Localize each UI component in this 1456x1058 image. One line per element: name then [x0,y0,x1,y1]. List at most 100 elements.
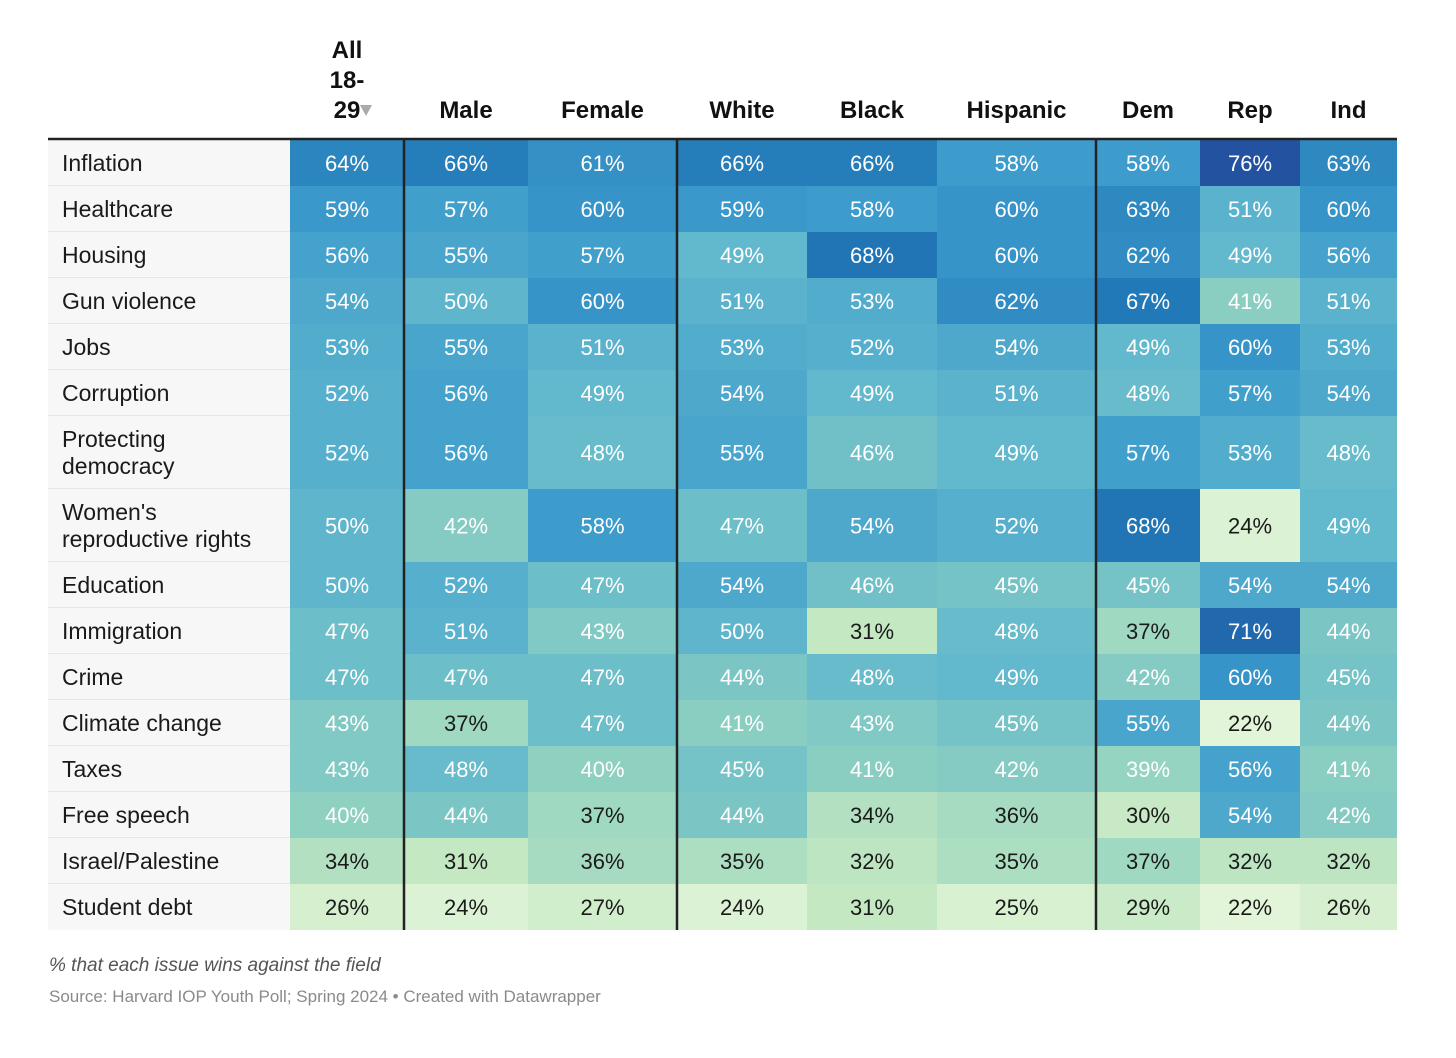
cell-value-label: 52% [325,381,369,406]
heatmap-cell [807,746,937,792]
row-label: Protecting democracy [62,426,175,479]
cell-value-label: 49% [1228,243,1272,268]
heatmap-cell [677,884,807,930]
cell-value-label: 24% [1228,514,1272,539]
heatmap-cell [1300,700,1397,746]
cell-value-label: 68% [850,243,894,268]
column-header-1[interactable]: Male [439,97,492,124]
heatmap-cell [937,746,1096,792]
column-header-6[interactable]: Dem [1122,97,1174,124]
row-label-bg [48,278,290,324]
cell-value-label: 54% [1326,573,1370,598]
heatmap-cell [1096,278,1200,324]
heatmap-cell [1300,489,1397,562]
row-label: Jobs [62,334,111,360]
heatmap-cell [807,140,937,186]
column-header-5[interactable]: Hispanic [966,97,1066,124]
heatmap-cell [290,700,404,746]
row-label-bg [48,654,290,700]
heatmap-cell [290,838,404,884]
column-header-8[interactable]: Ind [1331,97,1367,124]
heatmap-cell [807,608,937,654]
heatmap-cell [290,232,404,278]
cell-value-label: 53% [1228,441,1272,466]
heatmap-cell [937,608,1096,654]
cell-value-label: 45% [994,573,1038,598]
cell-value-label: 55% [444,243,488,268]
heatmap-cell [290,654,404,700]
cell-value-label: 66% [850,151,894,176]
heatmap-cell [528,416,677,489]
row-label: Women's reproductive rights [62,499,251,552]
heatmap-cell [1200,416,1300,489]
heatmap-cell [290,792,404,838]
heatmap-cell [1200,278,1300,324]
cell-value-label: 57% [444,197,488,222]
cell-value-label: 26% [1326,895,1370,920]
heatmap-cell [404,700,528,746]
cell-value-label: 25% [994,895,1038,920]
cell-value-label: 55% [1126,711,1170,736]
heatmap-cell [1300,186,1397,232]
heatmap-cell [1300,370,1397,416]
cell-value-label: 31% [850,619,894,644]
cell-value-label: 58% [994,151,1038,176]
sort-desc-icon[interactable] [360,105,372,116]
heatmap-cell [807,489,937,562]
heatmap-cell [1096,370,1200,416]
cell-value-label: 27% [580,895,624,920]
cell-value-label: 30% [1126,803,1170,828]
row-label: Healthcare [62,196,173,222]
cell-value-label: 35% [720,849,764,874]
cell-value-label: 59% [325,197,369,222]
cell-value-label: 49% [994,441,1038,466]
heatmap-cell [937,370,1096,416]
heatmap-cell [1200,489,1300,562]
cell-value-label: 49% [994,665,1038,690]
heatmap-cell [1096,489,1200,562]
cell-value-label: 60% [1228,665,1272,690]
heatmap-cell [528,884,677,930]
heatmap-cell [404,838,528,884]
row-label-bg [48,746,290,792]
column-header-0[interactable]: 29 [334,97,361,124]
cell-value-label: 54% [1326,381,1370,406]
heatmap-cell [528,232,677,278]
cell-value-label: 37% [1126,849,1170,874]
heatmap-cell [404,416,528,489]
heatmap-table: All 18- 29 Male Female White Black Hispanic Dem R… [48,37,1397,930]
heatmap-cell [1200,792,1300,838]
column-header-7[interactable]: Rep [1227,97,1272,124]
row-label: Climate change [62,710,222,736]
heatmap-cell [528,324,677,370]
heatmap-cell [404,370,528,416]
column-header-0[interactable]: All [332,37,363,64]
heatmap-cell [937,186,1096,232]
heatmap-cell [937,838,1096,884]
cell-value-label: 34% [850,803,894,828]
cell-value-label: 29% [1126,895,1170,920]
column-header-4[interactable]: Black [840,97,905,124]
column-header-3[interactable]: White [709,97,774,124]
heatmap-cell [807,416,937,489]
cell-value-label: 63% [1126,197,1170,222]
heatmap-cell [677,140,807,186]
cell-value-label: 49% [1126,335,1170,360]
column-header-0[interactable]: 18- [330,67,365,94]
heatmap-cell [1200,654,1300,700]
column-header-2[interactable]: Female [561,97,644,124]
row-label: Free speech [62,802,190,828]
heatmap-cell [1096,232,1200,278]
heatmap-cell [807,654,937,700]
cell-value-label: 54% [1228,803,1272,828]
heatmap-cell [677,654,807,700]
row-label: Immigration [62,618,182,644]
cell-value-label: 45% [720,757,764,782]
heatmap-cell [404,278,528,324]
heatmap-cell [528,654,677,700]
heatmap-cell [528,140,677,186]
row-label-bg [48,792,290,838]
cell-value-label: 42% [1126,665,1170,690]
cell-value-label: 54% [325,289,369,314]
cell-value-label: 35% [994,849,1038,874]
